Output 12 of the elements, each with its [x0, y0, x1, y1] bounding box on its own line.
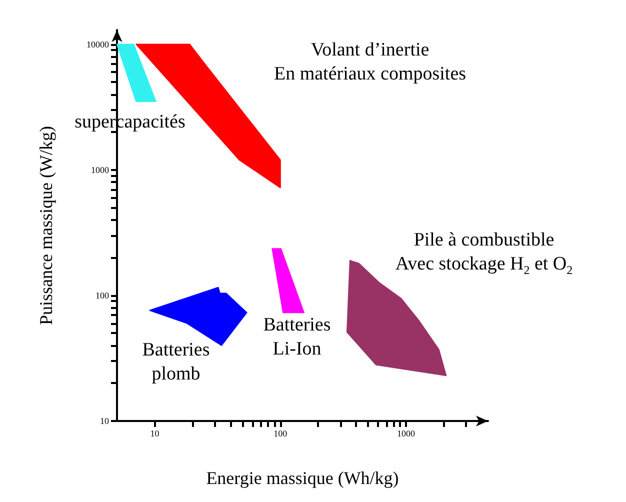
x-tick-label: 10 [150, 428, 160, 438]
y-tick-label: 10000 [86, 39, 110, 50]
y-axis-title: Puissance massique (W/kg) [36, 126, 56, 325]
text: Volant d’inertie En matériaux composites [274, 40, 466, 84]
x-axis-title: Energie massique (Wh/kg) [206, 468, 399, 488]
y-tick-label: 100 [96, 290, 110, 300]
y-tick-label: 10 [100, 416, 110, 426]
series-label: Batteries plomb [142, 340, 210, 384]
series-label: Batteries Li-Ion [263, 314, 331, 360]
y-tick-label: 1000 [91, 164, 110, 175]
x-tick-label: 1000 [396, 428, 416, 438]
x-tick-label: 100 [274, 428, 288, 438]
